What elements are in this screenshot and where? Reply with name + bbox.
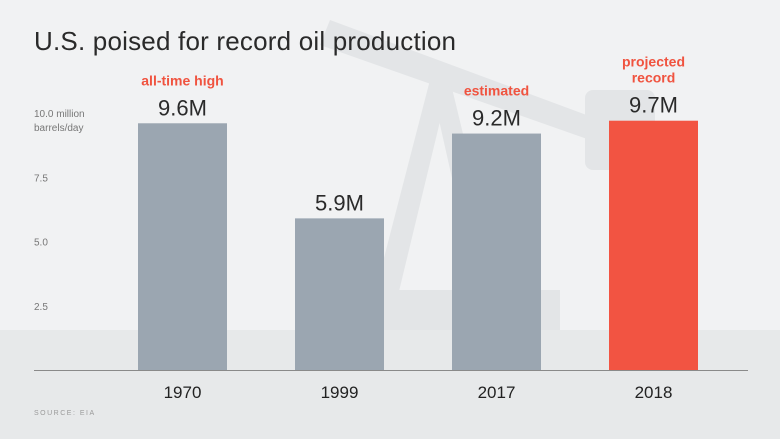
annotation-2018: projected	[622, 54, 685, 70]
annotation-1970: all-time high	[141, 72, 223, 88]
y-tick-label: 5.0	[34, 238, 48, 249]
y-unit-label: barrels/day	[34, 123, 83, 134]
y-axis: 2.5 5.0 7.5 10.0 million barrels/day	[34, 109, 85, 313]
source-note: SOURCE: EIA	[34, 410, 96, 417]
bars: 9.6M all-time high 5.9M 9.2M estimated 9.7M pr…	[138, 54, 698, 371]
bar-1970	[138, 123, 227, 370]
x-axis: 1970 1999 2017 2018	[34, 370, 748, 402]
chart-title: U.S. poised for record oil production	[34, 26, 457, 56]
y-unit-label: 10.0 million	[34, 109, 85, 120]
bar-2018	[609, 120, 698, 371]
value-label-1970: 9.6M	[158, 95, 207, 120]
y-tick-label: 7.5	[34, 173, 48, 184]
bar-2017	[452, 133, 541, 370]
x-tick-label: 2017	[478, 383, 516, 402]
value-label-2018: 9.7M	[629, 93, 678, 118]
annotation-2017: estimated	[464, 83, 529, 99]
value-label-2017: 9.2M	[472, 106, 521, 131]
y-tick-label: 2.5	[34, 302, 48, 313]
bar-1999	[295, 218, 384, 370]
x-tick-label: 2018	[635, 383, 673, 402]
value-label-1999: 5.9M	[315, 190, 364, 215]
x-tick-label: 1970	[164, 383, 202, 402]
x-tick-label: 1999	[321, 383, 359, 402]
annotation-2018: record	[632, 70, 676, 86]
